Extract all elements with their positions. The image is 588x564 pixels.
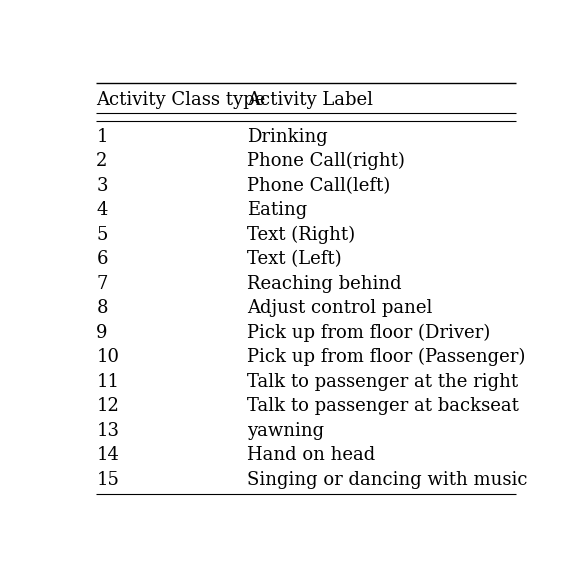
Text: Text (Right): Text (Right) <box>247 226 355 244</box>
Text: 12: 12 <box>96 397 119 415</box>
Text: Hand on head: Hand on head <box>247 446 375 464</box>
Text: Singing or dancing with music: Singing or dancing with music <box>247 471 527 489</box>
Text: Pick up from floor (Driver): Pick up from floor (Driver) <box>247 324 490 342</box>
Text: Pick up from floor (Passenger): Pick up from floor (Passenger) <box>247 348 525 367</box>
Text: 13: 13 <box>96 422 119 440</box>
Text: Phone Call(left): Phone Call(left) <box>247 177 390 195</box>
Text: Adjust control panel: Adjust control panel <box>247 299 432 318</box>
Text: Reaching behind: Reaching behind <box>247 275 401 293</box>
Text: Activity Label: Activity Label <box>247 91 373 109</box>
Text: 5: 5 <box>96 226 108 244</box>
Text: 14: 14 <box>96 446 119 464</box>
Text: Talk to passenger at the right: Talk to passenger at the right <box>247 373 518 391</box>
Text: 4: 4 <box>96 201 108 219</box>
Text: Talk to passenger at backseat: Talk to passenger at backseat <box>247 397 519 415</box>
Text: Text (Left): Text (Left) <box>247 250 341 268</box>
Text: 10: 10 <box>96 348 119 366</box>
Text: 9: 9 <box>96 324 108 342</box>
Text: 2: 2 <box>96 152 108 170</box>
Text: 3: 3 <box>96 177 108 195</box>
Text: Eating: Eating <box>247 201 307 219</box>
Text: Phone Call(right): Phone Call(right) <box>247 152 405 170</box>
Text: yawning: yawning <box>247 422 324 440</box>
Text: 1: 1 <box>96 128 108 146</box>
Text: Activity Class type: Activity Class type <box>96 91 266 109</box>
Text: 15: 15 <box>96 471 119 489</box>
Text: Drinking: Drinking <box>247 128 328 146</box>
Text: 7: 7 <box>96 275 108 293</box>
Text: 11: 11 <box>96 373 119 391</box>
Text: 8: 8 <box>96 299 108 318</box>
Text: 6: 6 <box>96 250 108 268</box>
